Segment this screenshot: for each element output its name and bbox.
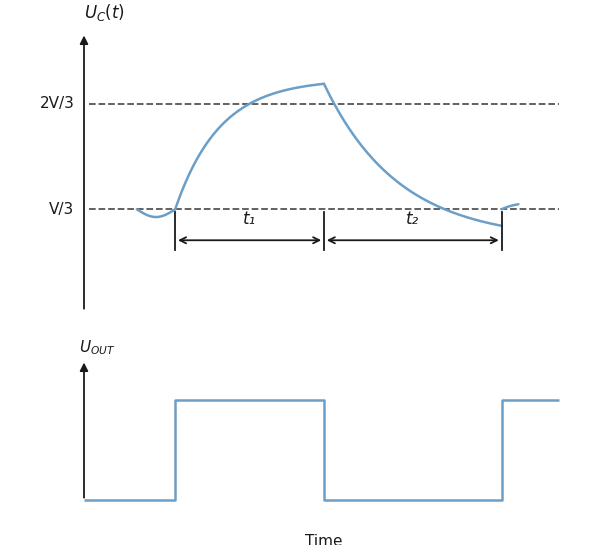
Text: $U_C(t)$: $U_C(t)$ [84, 2, 125, 23]
Text: $U_{OUT}$: $U_{OUT}$ [79, 338, 116, 357]
Text: t₂: t₂ [406, 210, 419, 228]
Text: Time: Time [305, 535, 343, 545]
Text: 2V/3: 2V/3 [40, 96, 74, 111]
Text: V/3: V/3 [49, 202, 74, 217]
Text: t₁: t₁ [243, 210, 256, 228]
